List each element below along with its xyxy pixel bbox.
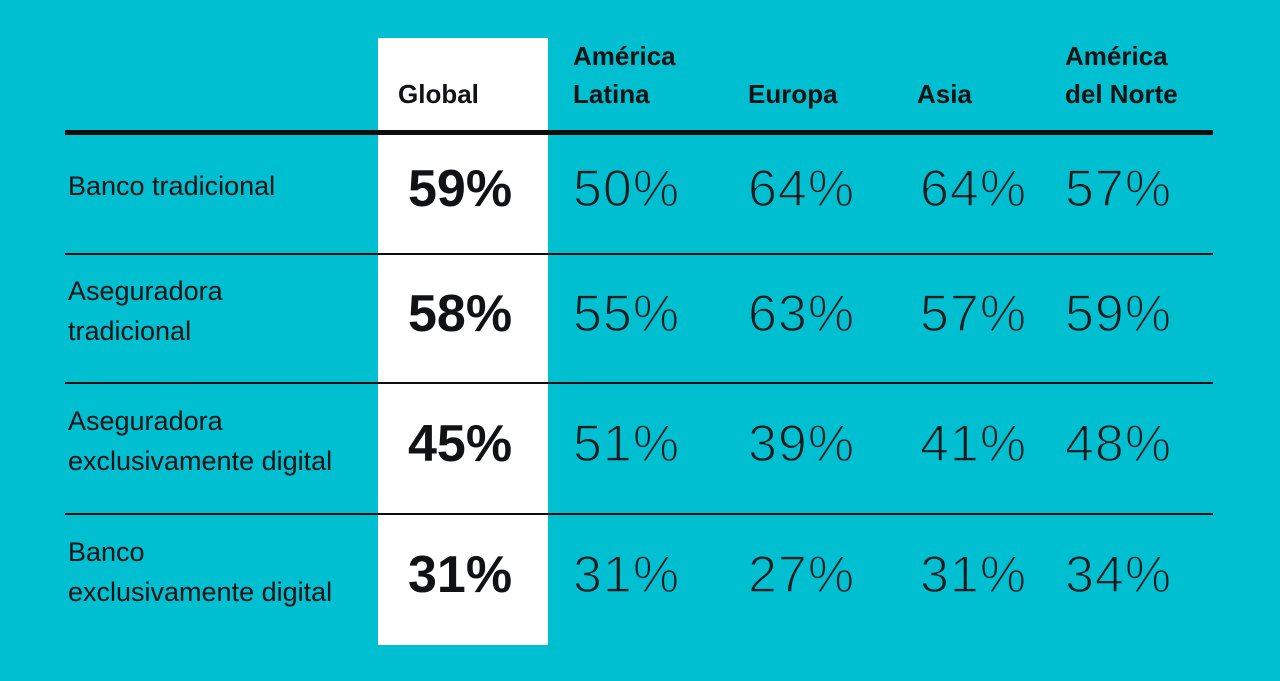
row-label: Banco exclusivamente digital <box>68 532 368 612</box>
label-line: Aseguradora <box>68 275 223 306</box>
table-header: Global América Latina Europa Asia Améric… <box>0 0 1280 119</box>
row-separator <box>65 513 1213 515</box>
global-column-highlight <box>378 38 548 645</box>
value-america-del-norte: 59% <box>1064 284 1173 344</box>
table-row-aseguradora-tradicional: Aseguradora tradicional 58% 55% 63% 57% … <box>0 255 1280 382</box>
value-asia: 41% <box>919 414 1028 474</box>
column-header-global: Global <box>398 75 479 113</box>
value-europa: 63% <box>747 284 856 344</box>
value-asia: 64% <box>919 159 1028 219</box>
value-europa: 39% <box>747 414 856 474</box>
table-row-banco-tradicional: Banco tradicional 59% 50% 64% 64% 57% <box>0 135 1280 253</box>
header-line: América <box>573 41 676 71</box>
value-global: 31% <box>408 546 513 604</box>
label-line: Aseguradora <box>68 405 223 436</box>
value-asia: 57% <box>919 284 1028 344</box>
label-line: tradicional <box>68 315 192 346</box>
table-row-banco-digital: Banco exclusivamente digital 31% 31% 27%… <box>0 515 1280 645</box>
value-america-latina: 51% <box>572 414 681 474</box>
value-america-latina: 50% <box>572 159 681 219</box>
header-line: Europa <box>748 79 838 109</box>
header-line: Global <box>398 79 479 109</box>
row-separator <box>65 382 1213 384</box>
value-global: 58% <box>408 284 513 343</box>
label-line: exclusivamente digital <box>68 445 333 476</box>
table-row-aseguradora-digital: Aseguradora exclusivamente digital 45% 5… <box>0 384 1280 513</box>
column-header-europa: Europa <box>748 75 838 113</box>
value-america-latina: 55% <box>572 284 681 344</box>
value-europa: 64% <box>747 159 856 219</box>
column-header-america-latina: América Latina <box>573 37 676 113</box>
row-separator <box>65 253 1213 255</box>
value-america-latina: 31% <box>572 545 681 605</box>
value-europa: 27% <box>747 545 856 605</box>
value-global: 59% <box>408 160 513 218</box>
column-header-asia: Asia <box>917 75 972 113</box>
row-label: Aseguradora tradicional <box>68 271 368 351</box>
value-america-del-norte: 57% <box>1064 159 1173 219</box>
header-line: América <box>1065 41 1168 71</box>
label-line: Banco <box>68 537 145 567</box>
label-line: Banco tradicional <box>68 171 276 201</box>
header-line: del Norte <box>1065 79 1178 109</box>
value-america-del-norte: 34% <box>1064 545 1173 605</box>
column-header-america-del-norte: América del Norte <box>1065 37 1178 113</box>
header-line: Latina <box>573 79 650 109</box>
value-america-del-norte: 48% <box>1064 414 1173 474</box>
label-line: exclusivamente digital <box>68 577 333 607</box>
header-rule <box>65 130 1213 135</box>
header-line: Asia <box>917 79 972 109</box>
row-label: Aseguradora exclusivamente digital <box>68 401 368 481</box>
row-label: Banco tradicional <box>68 166 368 206</box>
value-global: 45% <box>408 414 513 473</box>
value-asia: 31% <box>919 545 1028 605</box>
